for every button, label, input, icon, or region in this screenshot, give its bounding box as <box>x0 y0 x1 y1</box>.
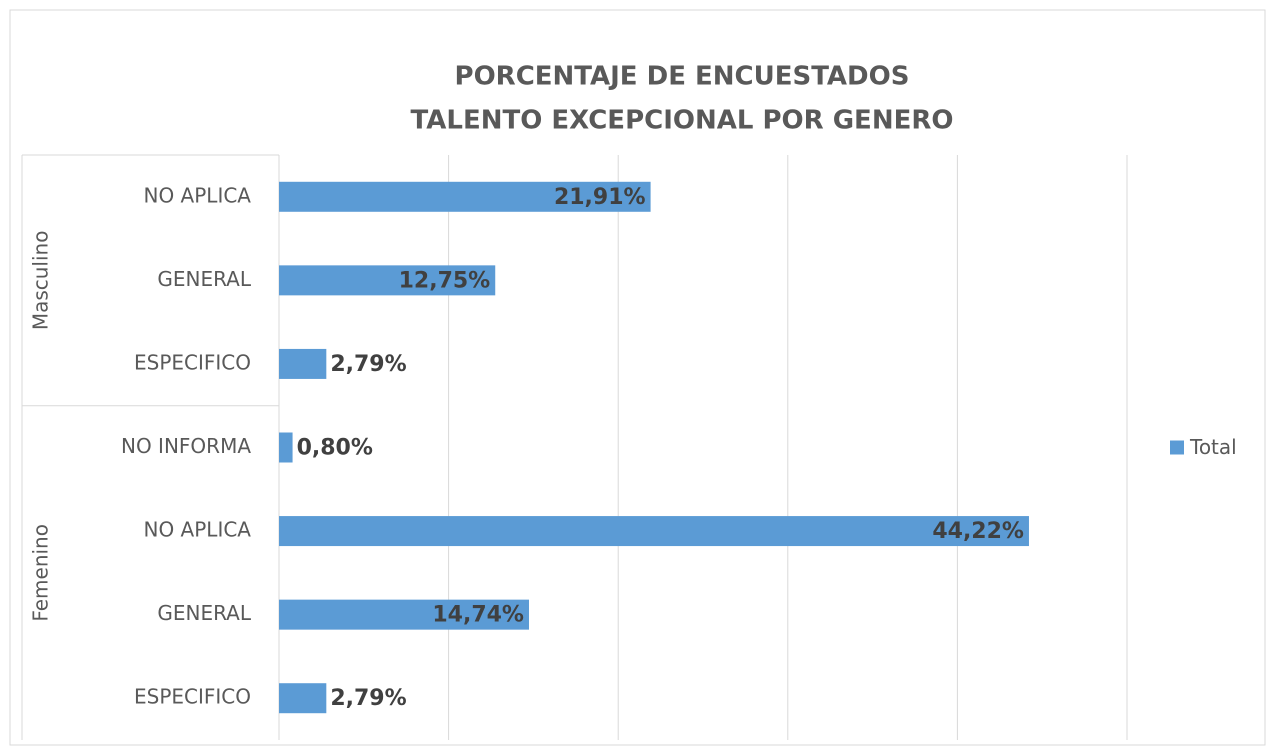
bar <box>279 516 1029 547</box>
y-tick-label: GENERAL <box>157 267 252 291</box>
y-tick-label: ESPECIFICO <box>134 350 251 374</box>
bar <box>279 348 327 379</box>
legend-label: Total <box>1189 435 1237 459</box>
data-label: 21,91% <box>554 185 646 210</box>
bar <box>279 265 496 296</box>
chart-border <box>9 9 1266 746</box>
y-tick-label: ESPECIFICO <box>134 685 251 709</box>
data-label: 12,75% <box>399 268 491 293</box>
group-label: Masculino <box>29 231 53 331</box>
data-label: 0,80% <box>297 436 373 461</box>
legend-swatch <box>1170 440 1184 455</box>
bar <box>279 599 529 630</box>
y-tick-label: GENERAL <box>157 601 252 625</box>
y-tick-label: NO INFORMA <box>121 434 251 458</box>
data-label: 44,22% <box>932 519 1024 544</box>
chart-title: PORCENTAJE DE ENCUESTADOS <box>455 62 910 92</box>
y-tick-label: NO APLICA <box>144 183 252 207</box>
data-label: 14,74% <box>432 603 524 628</box>
bar <box>279 683 327 714</box>
bar <box>279 432 293 463</box>
bar <box>279 181 651 212</box>
group-label: Femenino <box>29 524 53 622</box>
y-tick-label: NO APLICA <box>144 518 252 542</box>
data-label: 2,79% <box>330 686 406 711</box>
chart-title: TALENTO EXCEPCIONAL POR GENERO <box>411 106 954 136</box>
data-label: 2,79% <box>330 352 406 377</box>
